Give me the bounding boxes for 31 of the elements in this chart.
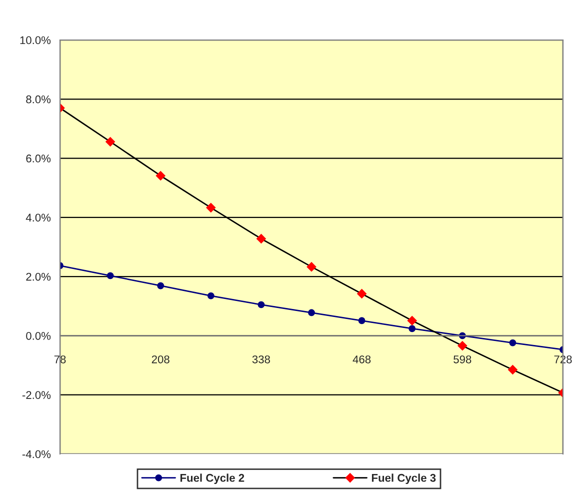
- point: [106, 137, 115, 146]
- legend-label: Fuel Cycle 2: [180, 474, 244, 484]
- y-tick-label: 0.0%: [26, 332, 51, 340]
- y-tick-label: -2.0%: [22, 391, 51, 399]
- point: [408, 325, 416, 332]
- point: [156, 171, 166, 180]
- x-tick-label: 598: [454, 355, 472, 364]
- point: [206, 203, 216, 212]
- point: [306, 262, 316, 272]
- point: [358, 317, 366, 324]
- x-tick-label: 208: [152, 355, 170, 364]
- point: [308, 309, 315, 316]
- y-tick-label: 4.0%: [26, 214, 51, 222]
- point: [357, 289, 366, 298]
- point: [157, 282, 164, 290]
- y-tick-label: 6.0%: [26, 154, 51, 162]
- legend-label: Fuel Cycle 3: [372, 474, 436, 484]
- y-tick-label: 2.0%: [26, 272, 51, 281]
- point: [458, 341, 468, 350]
- point: [258, 301, 265, 308]
- point: [508, 365, 518, 374]
- x-tick-label: 338: [252, 355, 270, 364]
- y-tick-label: 8.0%: [26, 95, 51, 104]
- x-tick-label: 468: [352, 355, 371, 364]
- y-tick-label: -4.0%: [22, 450, 51, 458]
- point: [407, 316, 417, 326]
- point: [106, 272, 114, 280]
- point: [256, 234, 266, 244]
- y-tick-label: 10.0%: [20, 36, 51, 44]
- point: [207, 292, 214, 300]
- point: [509, 339, 516, 346]
